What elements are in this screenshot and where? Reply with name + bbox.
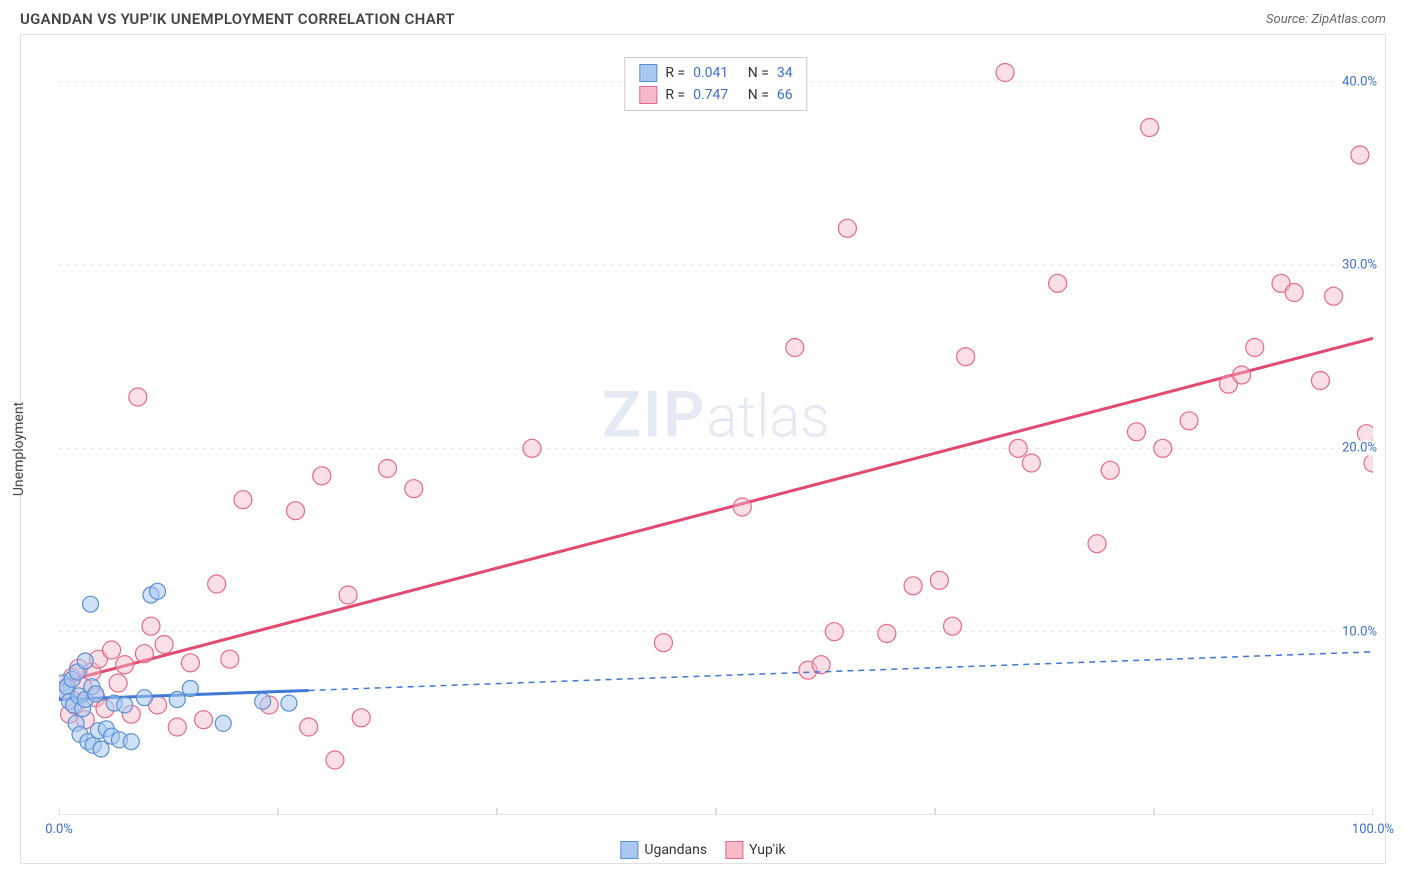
- legend-item-yupik: Yup'ik: [725, 841, 785, 859]
- data-point: [117, 697, 133, 713]
- data-point: [109, 674, 127, 692]
- y-tick-label: 20.0%: [1340, 441, 1379, 456]
- data-point: [379, 460, 397, 478]
- data-point: [182, 681, 198, 697]
- data-point: [195, 711, 213, 729]
- n-value-ugandans: 34: [777, 65, 793, 81]
- data-point: [1101, 461, 1119, 479]
- data-point: [733, 498, 751, 516]
- stats-row-ugandans: R = 0.041 N = 34: [625, 62, 806, 84]
- data-point: [300, 718, 318, 736]
- data-point: [313, 467, 331, 485]
- data-point: [168, 718, 186, 736]
- x-tick-label: 0.0%: [45, 822, 73, 837]
- data-point: [255, 693, 271, 709]
- data-point: [326, 751, 344, 769]
- data-point: [825, 623, 843, 641]
- data-point: [1180, 412, 1198, 430]
- swatch-ugandans: [639, 64, 657, 82]
- data-point: [654, 634, 672, 652]
- r-value-yupik: 0.747: [693, 87, 728, 103]
- data-point: [123, 734, 139, 750]
- page-title: UGANDAN VS YUP'IK UNEMPLOYMENT CORRELATI…: [20, 10, 455, 28]
- swatch-yupik: [639, 86, 657, 104]
- data-point: [339, 586, 357, 604]
- plot-area: ZIPatlas R = 0.041 N = 34 R = 0.747 N = …: [59, 45, 1373, 815]
- data-point: [1009, 439, 1027, 457]
- swatch-yupik-icon: [725, 841, 743, 859]
- data-point: [1351, 146, 1369, 164]
- data-point: [136, 690, 152, 706]
- data-point: [103, 641, 121, 659]
- data-point: [930, 571, 948, 589]
- data-point: [1022, 454, 1040, 472]
- data-point: [1325, 287, 1343, 305]
- series-legend: Ugandans Yup'ik: [620, 841, 785, 859]
- chart-header: UGANDAN VS YUP'IK UNEMPLOYMENT CORRELATI…: [0, 0, 1406, 34]
- data-point: [155, 636, 173, 654]
- data-point: [88, 686, 104, 702]
- data-point: [169, 692, 185, 708]
- r-value-ugandans: 0.041: [693, 65, 728, 81]
- data-point: [135, 645, 153, 663]
- data-point: [83, 596, 99, 612]
- data-point: [1311, 372, 1329, 390]
- data-point: [1127, 423, 1145, 441]
- scatter-svg: [59, 45, 1373, 815]
- data-point: [150, 583, 166, 599]
- chart-container: Unemployment ZIPatlas R = 0.041 N = 34 R…: [20, 34, 1386, 864]
- data-point: [281, 695, 297, 711]
- y-tick-label: 40.0%: [1340, 74, 1379, 89]
- swatch-ugandans-icon: [620, 841, 638, 859]
- data-point: [142, 617, 160, 635]
- data-point: [116, 656, 134, 674]
- data-point: [405, 480, 423, 498]
- data-point: [878, 625, 896, 643]
- data-point: [523, 439, 541, 457]
- data-point: [352, 709, 370, 727]
- data-point: [1233, 366, 1251, 384]
- data-point: [93, 741, 109, 757]
- legend-item-ugandans: Ugandans: [620, 841, 707, 859]
- stats-legend: R = 0.041 N = 34 R = 0.747 N = 66: [624, 57, 807, 111]
- data-point: [1049, 274, 1067, 292]
- data-point: [77, 653, 93, 669]
- data-point: [234, 491, 252, 509]
- data-point: [944, 617, 962, 635]
- data-point: [1364, 454, 1373, 472]
- y-axis-label: Unemployment: [11, 402, 27, 496]
- stats-row-yupik: R = 0.747 N = 66: [625, 84, 806, 106]
- data-point: [1154, 439, 1172, 457]
- n-value-yupik: 66: [777, 87, 793, 103]
- source-label: Source: ZipAtlas.com: [1266, 12, 1386, 27]
- data-point: [1141, 119, 1159, 137]
- data-point: [221, 650, 239, 668]
- data-point: [1246, 339, 1264, 357]
- data-point: [957, 348, 975, 366]
- data-point: [786, 339, 804, 357]
- data-point: [208, 575, 226, 593]
- data-point: [129, 388, 147, 406]
- data-point: [181, 654, 199, 672]
- data-point: [838, 219, 856, 237]
- y-tick-label: 10.0%: [1340, 624, 1379, 639]
- data-point: [904, 577, 922, 595]
- data-point: [287, 502, 305, 520]
- data-point: [996, 64, 1014, 82]
- data-point: [1088, 535, 1106, 553]
- x-tick-label: 100.0%: [1352, 822, 1394, 837]
- y-tick-label: 30.0%: [1340, 258, 1379, 273]
- data-point: [1285, 284, 1303, 302]
- data-point: [215, 715, 231, 731]
